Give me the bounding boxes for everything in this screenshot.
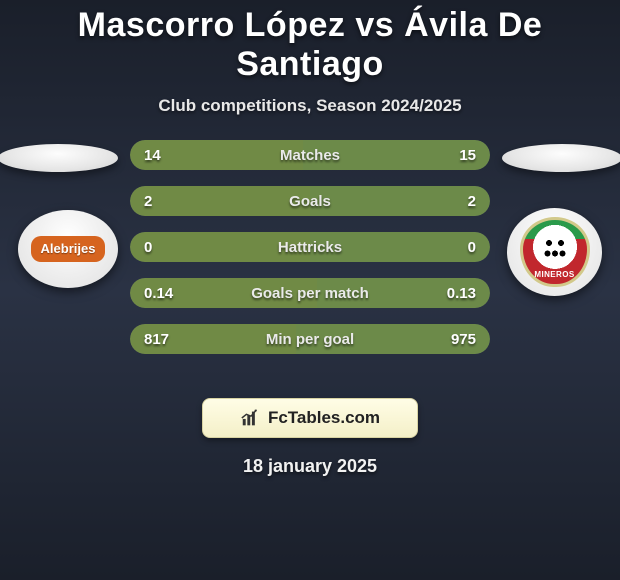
stat-bar: 0 Hattricks 0 bbox=[130, 232, 490, 262]
stat-value-right: 15 bbox=[459, 147, 476, 164]
stat-label: Goals bbox=[289, 193, 331, 210]
stat-value-right: 2 bbox=[468, 193, 476, 210]
site-badge[interactable]: FcTables.com bbox=[202, 398, 418, 438]
stat-bar: 817 Min per goal 975 bbox=[130, 324, 490, 354]
stat-bar-fill-right bbox=[310, 186, 490, 216]
player-left-name: Mascorro López bbox=[78, 6, 346, 44]
page-title: Mascorro López vs Ávila De Santiago bbox=[0, 6, 620, 84]
header: Mascorro López vs Ávila De Santiago Club… bbox=[0, 0, 620, 116]
stat-bars: 14 Matches 15 2 Goals 2 0 Hattricks 0 0.14 Goals p… bbox=[130, 140, 490, 370]
stat-value-right: 0.13 bbox=[447, 285, 476, 302]
stat-value-left: 0.14 bbox=[144, 285, 173, 302]
stat-bar: 0.14 Goals per match 0.13 bbox=[130, 278, 490, 308]
site-name: FcTables.com bbox=[268, 408, 380, 428]
stat-bar: 14 Matches 15 bbox=[130, 140, 490, 170]
stat-label: Matches bbox=[280, 147, 340, 164]
pedestal-disc-left bbox=[0, 144, 118, 172]
stat-value-right: 0 bbox=[468, 239, 476, 256]
stat-label: Min per goal bbox=[266, 331, 354, 348]
stat-label: Goals per match bbox=[251, 285, 369, 302]
vs-separator: vs bbox=[355, 6, 394, 44]
team-badge-right-shield: MINEROS bbox=[520, 217, 590, 287]
stat-value-left: 14 bbox=[144, 147, 161, 164]
stat-value-right: 975 bbox=[451, 331, 476, 348]
stat-bar-fill-left bbox=[130, 186, 310, 216]
stat-value-left: 2 bbox=[144, 193, 152, 210]
team-badge-left: Alebrijes bbox=[18, 210, 118, 288]
bar-chart-icon bbox=[240, 407, 262, 429]
team-badge-right: MINEROS bbox=[507, 208, 602, 296]
team-badge-left-label: Alebrijes bbox=[31, 236, 106, 262]
team-badge-right-label: MINEROS bbox=[534, 271, 574, 280]
date-label: 18 january 2025 bbox=[0, 456, 620, 477]
stat-bar: 2 Goals 2 bbox=[130, 186, 490, 216]
stat-label: Hattricks bbox=[278, 239, 342, 256]
pedestal-disc-right bbox=[502, 144, 620, 172]
subtitle: Club competitions, Season 2024/2025 bbox=[0, 96, 620, 116]
stat-value-left: 0 bbox=[144, 239, 152, 256]
comparison-stage: Alebrijes MINEROS 14 Matches 15 2 Goals 2 0 Hat… bbox=[0, 140, 620, 380]
stat-value-left: 817 bbox=[144, 331, 169, 348]
